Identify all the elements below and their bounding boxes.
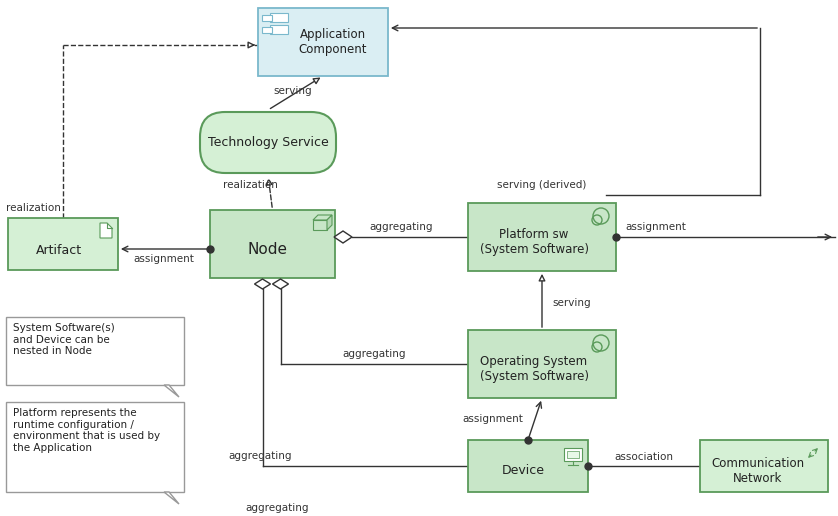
Text: association: association (614, 452, 674, 462)
Polygon shape (164, 385, 179, 397)
Text: serving: serving (553, 298, 592, 309)
Text: Operating System
(System Software): Operating System (System Software) (479, 355, 588, 383)
Bar (8, 218, 118, 270)
Bar (262, 15, 272, 21)
Bar (270, 13, 288, 22)
Polygon shape (334, 231, 352, 243)
Text: Node: Node (247, 243, 287, 257)
Text: serving (derived): serving (derived) (497, 180, 587, 190)
Text: aggregating: aggregating (246, 503, 309, 513)
Polygon shape (255, 279, 271, 289)
Text: Platform represents the
runtime configuration /
environment that is used by
the : Platform represents the runtime configur… (13, 408, 160, 453)
Bar (564, 448, 582, 461)
Bar (6, 402, 184, 492)
Text: Application
Component: Application Component (299, 28, 367, 56)
Text: System Software(s)
and Device can be
nested in Node: System Software(s) and Device can be nes… (13, 323, 115, 356)
Text: serving: serving (274, 86, 313, 96)
Text: realization: realization (223, 180, 277, 190)
Text: Technology Service: Technology Service (208, 136, 328, 149)
Text: Platform sw
(System Software): Platform sw (System Software) (479, 228, 588, 256)
Polygon shape (100, 223, 112, 238)
Text: Device: Device (501, 464, 545, 477)
Bar (270, 25, 288, 34)
Bar (700, 440, 828, 492)
Text: assignment: assignment (625, 222, 686, 232)
Text: aggregating: aggregating (370, 222, 433, 232)
Polygon shape (272, 279, 288, 289)
Bar (468, 330, 616, 398)
Text: Artifact: Artifact (36, 244, 82, 256)
Text: aggregating: aggregating (229, 451, 292, 461)
Bar (210, 210, 335, 278)
Bar (6, 317, 184, 385)
Text: Communication
Network: Communication Network (711, 457, 804, 485)
Polygon shape (313, 215, 332, 220)
Bar (313, 220, 327, 230)
Bar (567, 451, 579, 458)
Bar (468, 440, 588, 492)
Bar (258, 8, 388, 76)
Polygon shape (327, 215, 332, 230)
Text: assignment: assignment (463, 414, 524, 424)
Text: assignment: assignment (133, 254, 194, 264)
Polygon shape (164, 492, 179, 504)
Text: realization: realization (6, 203, 60, 213)
Bar (468, 203, 616, 271)
FancyBboxPatch shape (200, 112, 336, 173)
Bar (262, 27, 272, 33)
Text: aggregating: aggregating (343, 349, 406, 359)
